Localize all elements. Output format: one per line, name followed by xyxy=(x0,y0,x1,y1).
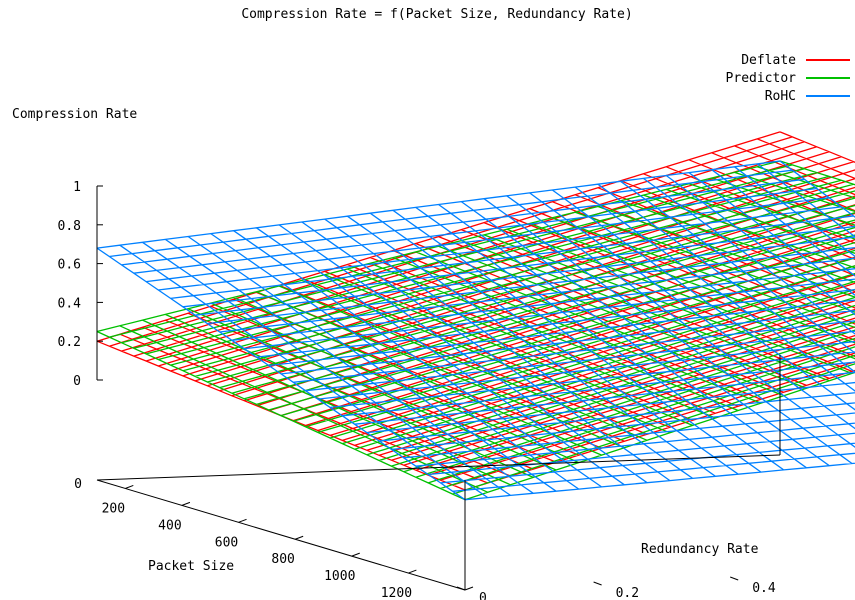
z-tick-label: 0 xyxy=(73,374,81,389)
z-tick-label: 0.8 xyxy=(58,219,81,234)
y-tick-label: 0.2 xyxy=(616,586,639,600)
y-tick-mark xyxy=(730,576,739,581)
x-tick-mark xyxy=(181,501,191,506)
x-tick-label: 1000 xyxy=(324,569,355,584)
y-axis-label: Redundancy Rate xyxy=(641,542,759,557)
legend-label: Deflate xyxy=(741,53,796,68)
surface-rohc xyxy=(96,160,855,501)
legend-label: Predictor xyxy=(726,71,797,86)
axes: 00.20.40.60.8120040060080010001200140000… xyxy=(58,180,781,600)
chart-title: Compression Rate = f(Packet Size, Redund… xyxy=(241,7,632,22)
x-tick-mark xyxy=(125,484,134,489)
base-zero-label: 0 xyxy=(74,477,82,492)
y-tick-mark xyxy=(456,586,466,591)
legend: Deflate Predictor RoHC xyxy=(726,53,850,104)
x-axis-label: Packet Size xyxy=(148,559,234,574)
x-tick-label: 1200 xyxy=(381,586,412,600)
y-axis-line xyxy=(96,454,781,481)
legend-label: RoHC xyxy=(765,89,796,104)
x-tick-mark xyxy=(238,518,247,523)
z-tick-label: 0.2 xyxy=(58,335,81,350)
x-tick-label: 200 xyxy=(102,501,125,516)
surface-mesh xyxy=(96,160,855,501)
x-axis-line xyxy=(96,479,466,591)
x-tick-label: 400 xyxy=(158,518,181,533)
z-tick-label: 0.6 xyxy=(58,258,81,273)
x-tick-label: 800 xyxy=(271,552,294,567)
z-tick-label: 0.4 xyxy=(58,296,82,311)
y-tick-label: 0.4 xyxy=(752,581,776,596)
y-tick-label: 0 xyxy=(479,591,487,600)
x-tick-mark xyxy=(294,535,304,540)
surfaces xyxy=(96,131,855,501)
x-tick-mark xyxy=(351,552,360,557)
z-axis-label: Compression Rate xyxy=(12,107,137,122)
z-tick-label: 1 xyxy=(73,180,81,195)
x-tick-mark xyxy=(464,586,474,591)
y-tick-mark xyxy=(593,581,602,586)
x-tick-label: 600 xyxy=(215,535,238,550)
x-tick-mark xyxy=(408,569,417,574)
